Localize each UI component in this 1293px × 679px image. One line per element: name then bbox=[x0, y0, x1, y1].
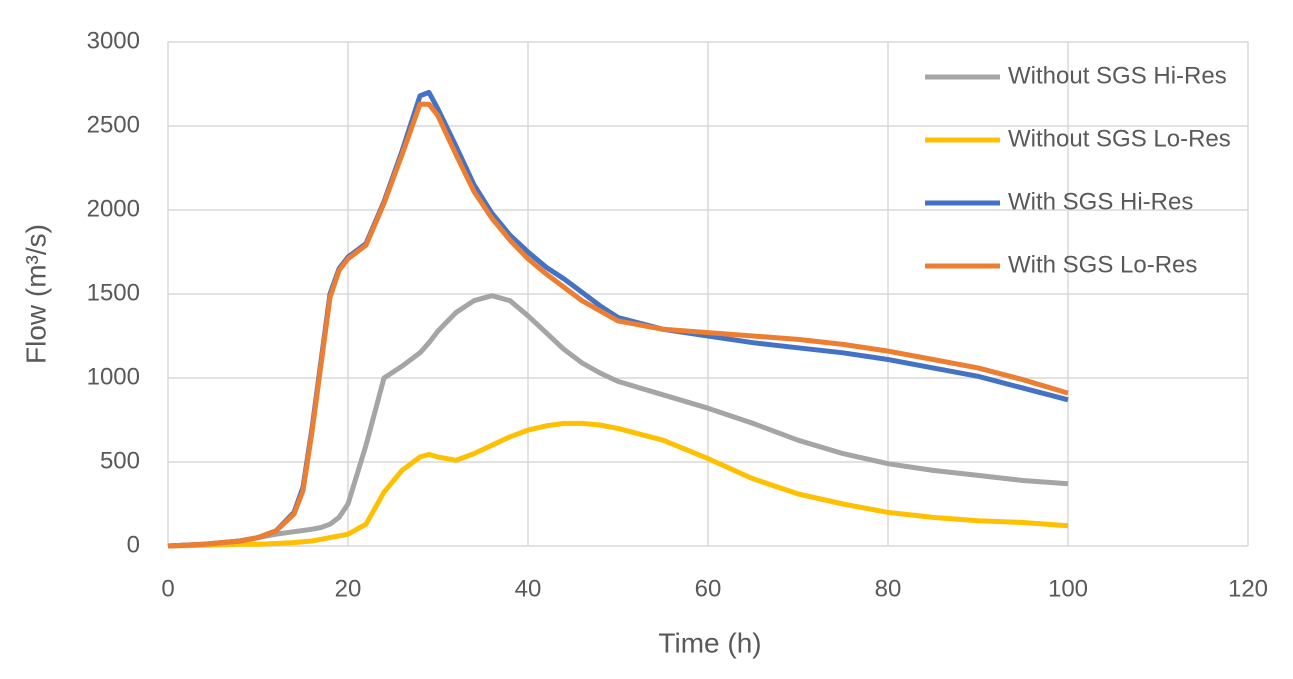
x-tick-label: 80 bbox=[875, 575, 902, 602]
y-tick-label: 3000 bbox=[87, 27, 140, 54]
x-tick-label: 0 bbox=[161, 575, 174, 602]
x-axis-label: Time (h) bbox=[658, 627, 761, 658]
x-tick-label: 120 bbox=[1228, 575, 1268, 602]
y-tick-label: 1000 bbox=[87, 363, 140, 390]
legend-label: Without SGS Hi-Res bbox=[1008, 62, 1227, 89]
y-tick-label: 2500 bbox=[87, 111, 140, 138]
series-line bbox=[167, 101, 1069, 549]
legend-label: Without SGS Lo-Res bbox=[1008, 125, 1231, 152]
x-tick-label: 60 bbox=[695, 575, 722, 602]
x-tick-label: 40 bbox=[515, 575, 542, 602]
y-tick-label: 1500 bbox=[87, 279, 140, 306]
series-line bbox=[167, 420, 1069, 549]
y-tick-label: 2000 bbox=[87, 195, 140, 222]
x-tick-label: 100 bbox=[1048, 575, 1088, 602]
y-tick-label: 0 bbox=[127, 531, 140, 558]
y-tick-label: 500 bbox=[100, 447, 140, 474]
legend-label: With SGS Hi-Res bbox=[1008, 188, 1193, 215]
y-axis-label: Flow (m³/s) bbox=[20, 224, 51, 364]
legend-label: With SGS Lo-Res bbox=[1008, 251, 1197, 278]
series-line bbox=[167, 293, 1069, 549]
x-tick-label: 20 bbox=[335, 575, 362, 602]
